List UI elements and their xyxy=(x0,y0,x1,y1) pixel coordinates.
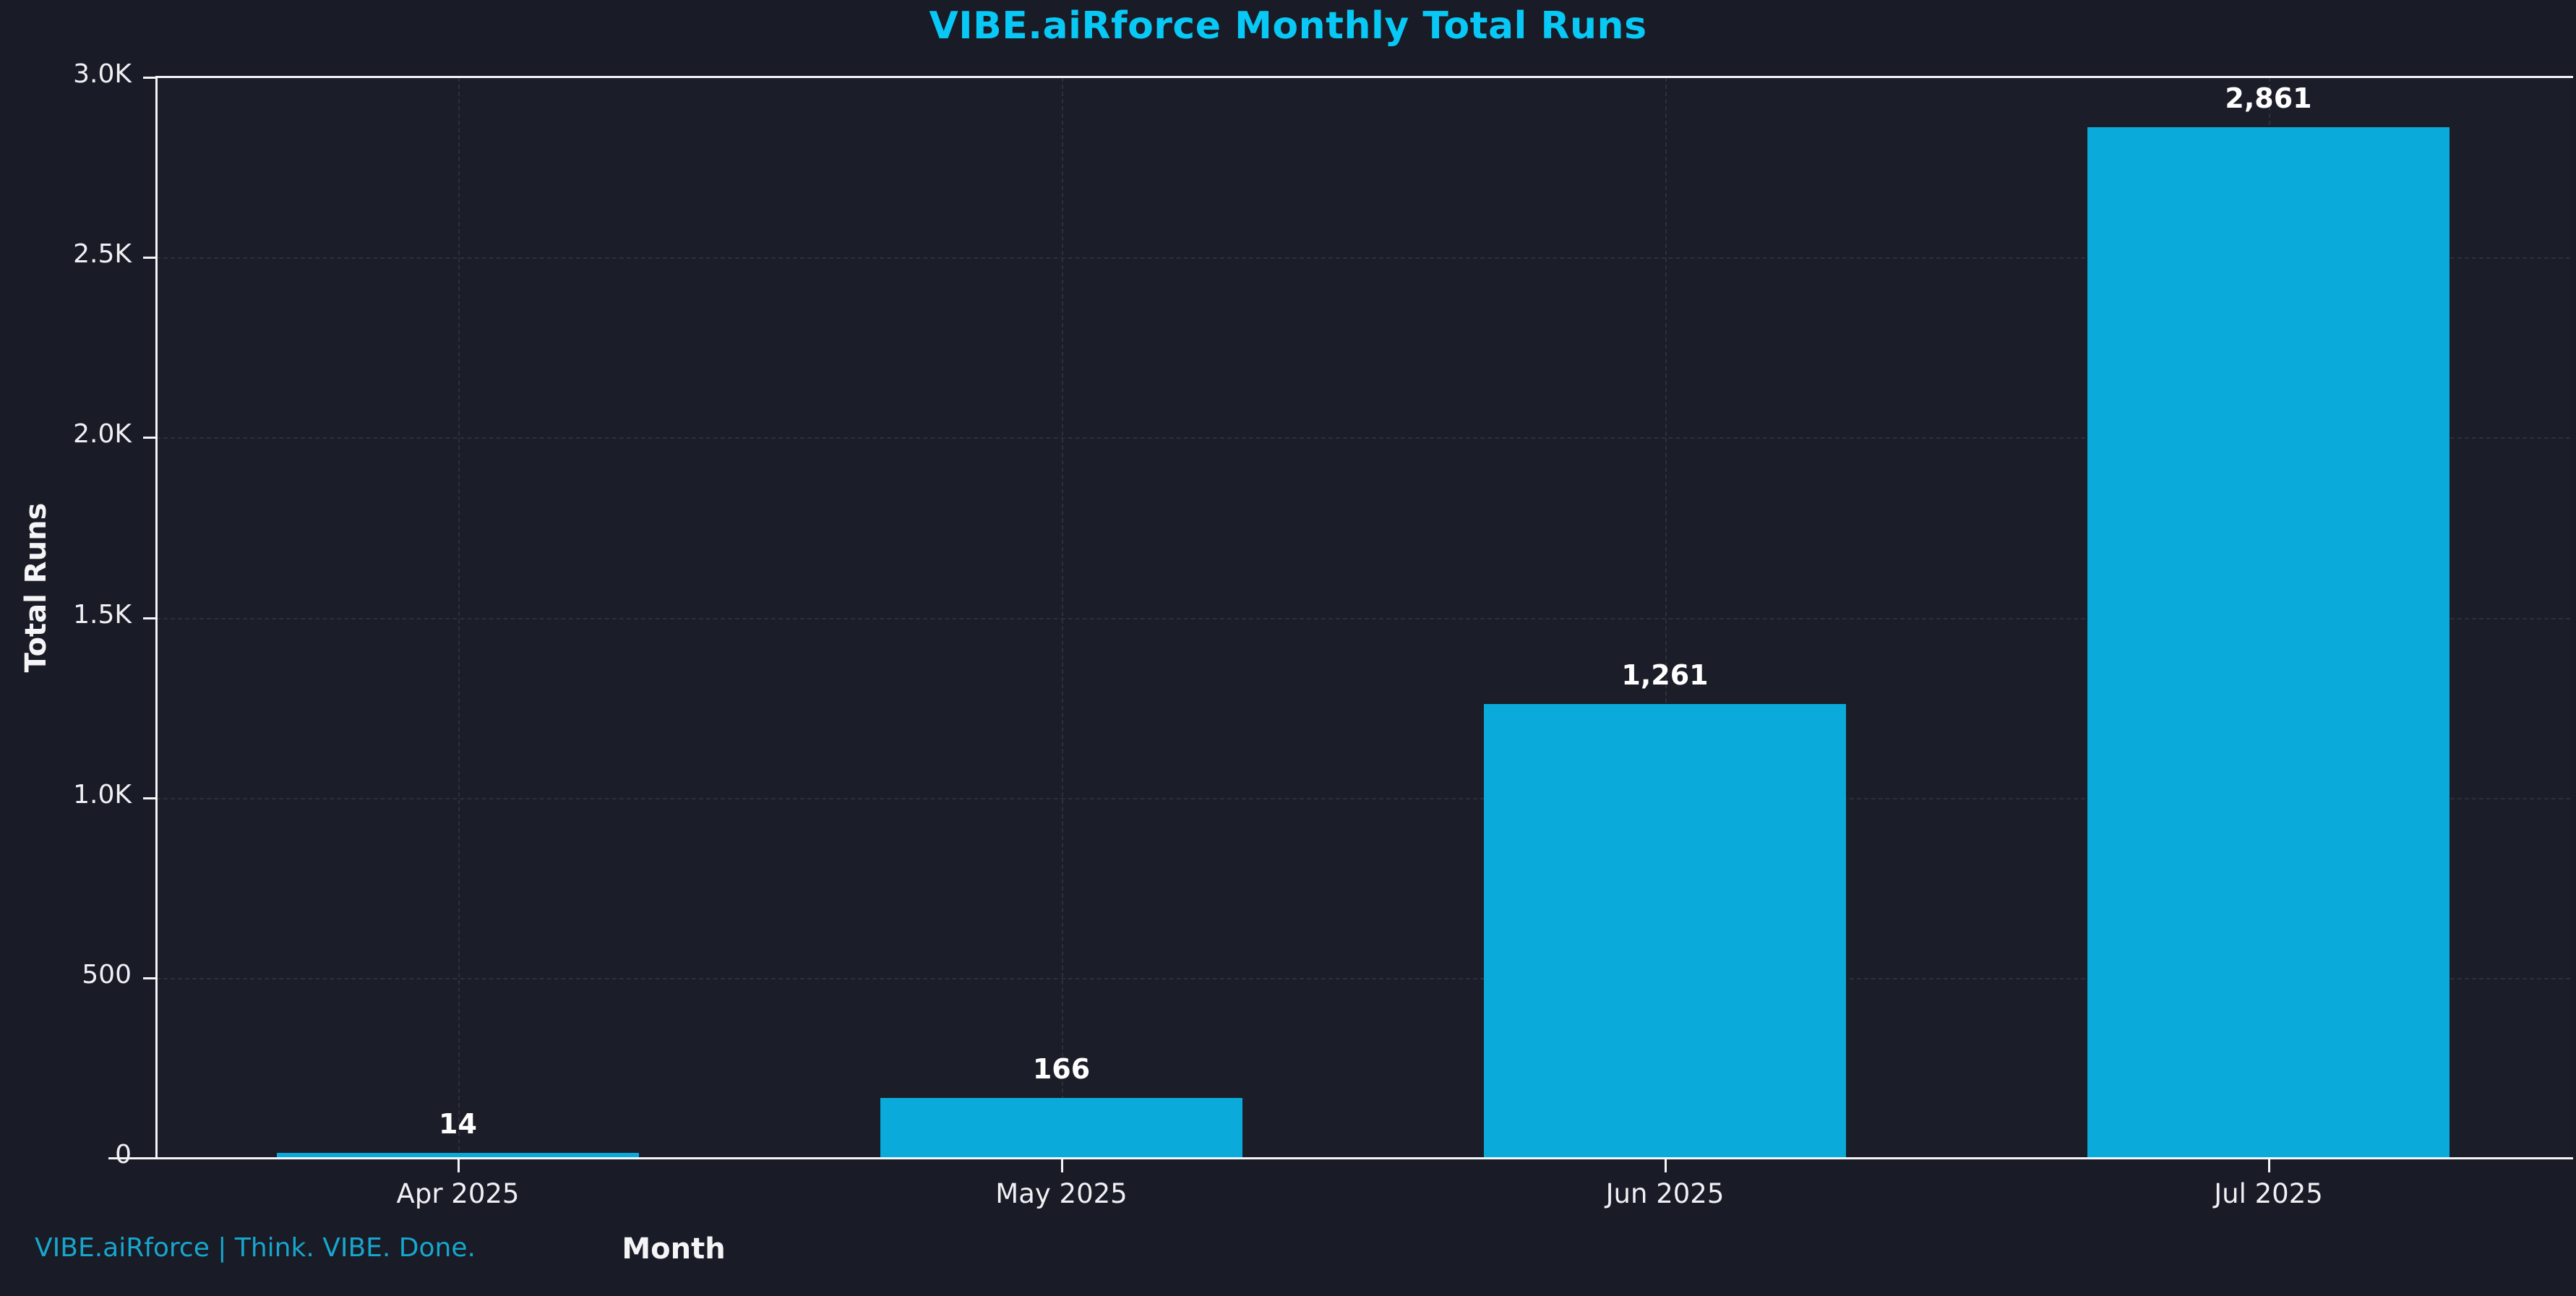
gridline-horizontal xyxy=(156,797,2570,799)
bar[interactable] xyxy=(2087,127,2450,1158)
y-tick-mark xyxy=(143,797,156,799)
axis-spine-left xyxy=(155,76,158,1159)
y-tick-label: 0 xyxy=(115,1140,132,1170)
plot-area xyxy=(156,77,2570,1158)
gridline-vertical xyxy=(1665,77,1667,1158)
bar[interactable] xyxy=(1484,703,1846,1158)
footer-credit: VIBE.aiRforce | Think. VIBE. Done. xyxy=(35,1233,476,1263)
y-tick-label: 2.5K xyxy=(73,239,132,270)
x-tick-mark xyxy=(457,1159,460,1172)
y-tick-mark xyxy=(143,437,156,439)
y-tick-mark xyxy=(143,1157,156,1159)
x-tick-mark xyxy=(1664,1159,1667,1172)
gridline-vertical xyxy=(458,77,460,1158)
y-tick-mark xyxy=(143,617,156,619)
x-tick-mark xyxy=(1060,1159,1063,1172)
y-tick-mark xyxy=(143,77,156,79)
gridline-horizontal xyxy=(156,437,2570,439)
bar-value-label: 14 xyxy=(439,1108,477,1141)
gridline-horizontal xyxy=(156,257,2570,259)
gridline-horizontal xyxy=(156,617,2570,619)
bar[interactable] xyxy=(880,1098,1242,1158)
x-tick-label: May 2025 xyxy=(995,1178,1128,1209)
chart-title: VIBE.aiRforce Monthly Total Runs xyxy=(929,4,1647,48)
y-tick-mark xyxy=(143,977,156,979)
y-tick-label: 2.0K xyxy=(73,419,132,450)
y-axis-title: Total Runs xyxy=(20,502,53,673)
x-tick-mark xyxy=(2267,1159,2270,1172)
bar-value-label: 1,261 xyxy=(1621,658,1709,691)
gridline-horizontal xyxy=(156,977,2570,979)
y-tick-label: 1.5K xyxy=(73,599,132,630)
y-tick-label: 500 xyxy=(82,959,132,990)
x-tick-label: Jun 2025 xyxy=(1605,1178,1725,1209)
y-tick-label: 3.0K xyxy=(73,59,132,89)
bar-value-label: 166 xyxy=(1032,1053,1091,1086)
gridline-vertical xyxy=(1061,77,1063,1158)
axis-spine-top xyxy=(155,76,2573,78)
bar-value-label: 2,861 xyxy=(2225,82,2312,115)
axis-spine-bottom xyxy=(108,1157,2573,1159)
x-tick-label: Jul 2025 xyxy=(2214,1178,2323,1209)
x-tick-label: Apr 2025 xyxy=(396,1178,520,1209)
bar[interactable] xyxy=(277,1153,639,1158)
y-tick-mark xyxy=(143,257,156,259)
x-axis-title: Month xyxy=(622,1232,726,1266)
y-tick-label: 1.0K xyxy=(73,779,132,810)
